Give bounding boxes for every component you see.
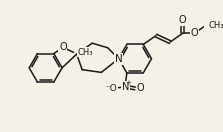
Text: O: O [179,15,187,25]
Text: CH₃: CH₃ [209,21,223,30]
Text: N: N [122,82,129,92]
Text: O: O [59,42,67,52]
Text: ⁻O: ⁻O [105,84,117,93]
Text: CH₃: CH₃ [77,48,93,57]
Text: O: O [137,83,145,93]
Text: O: O [191,28,198,38]
Text: N: N [115,54,122,64]
Text: +: + [125,80,131,86]
